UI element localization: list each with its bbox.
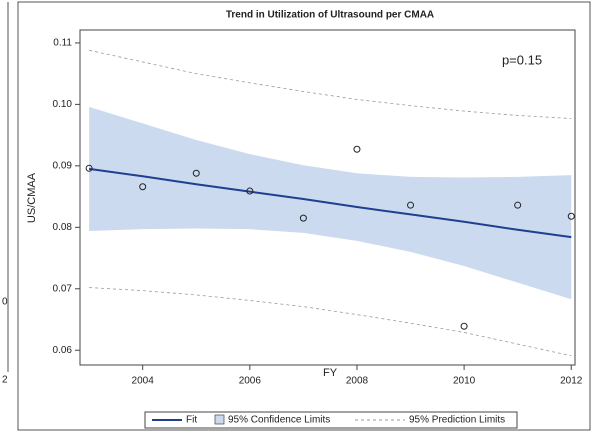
prediction-limit: [89, 287, 572, 357]
x-tick-label: 2008: [346, 376, 369, 387]
legend-label: Fit: [186, 415, 197, 426]
x-axis-label: FY: [323, 367, 338, 379]
x-tick-label: 2004: [132, 376, 155, 387]
y-tick-label: 0.06: [53, 345, 73, 356]
x-tick-label: 2012: [560, 376, 583, 387]
legend-label: 95% Confidence Limits: [228, 415, 330, 426]
x-tick-label: 2006: [239, 376, 262, 387]
y-axis-label: US/CMAA: [26, 172, 38, 223]
plot-frame: [79, 29, 576, 366]
data-point: [139, 183, 147, 191]
annotation: p=0.15: [502, 52, 542, 67]
neighbor-label: 0: [2, 297, 8, 308]
y-tick-label: 0.09: [53, 160, 73, 171]
chart-title: Trend in Utilization of Ultrasound per C…: [226, 10, 434, 21]
y-tick-label: 0.07: [53, 283, 73, 294]
data-point: [514, 201, 522, 209]
data-point: [407, 201, 415, 209]
data-point: [246, 187, 254, 195]
data-point: [353, 145, 361, 153]
data-point: [299, 214, 307, 222]
data-point: [567, 212, 575, 220]
y-tick-label: 0.11: [53, 38, 72, 49]
legend-box: [144, 411, 518, 429]
x-tick-label: 2010: [453, 376, 476, 387]
y-tick-label: 0.08: [53, 222, 73, 233]
legend-label: 95% Prediction Limits: [409, 415, 505, 426]
legend-swatch: [214, 414, 225, 425]
fit-line: [88, 167, 572, 239]
data-point: [460, 322, 468, 330]
data-point: [192, 169, 200, 177]
neighbor-label: 2: [2, 375, 8, 386]
panel-frame: [17, 1, 591, 431]
y-tick-label: 0.10: [53, 99, 73, 110]
data-point: [85, 164, 93, 172]
